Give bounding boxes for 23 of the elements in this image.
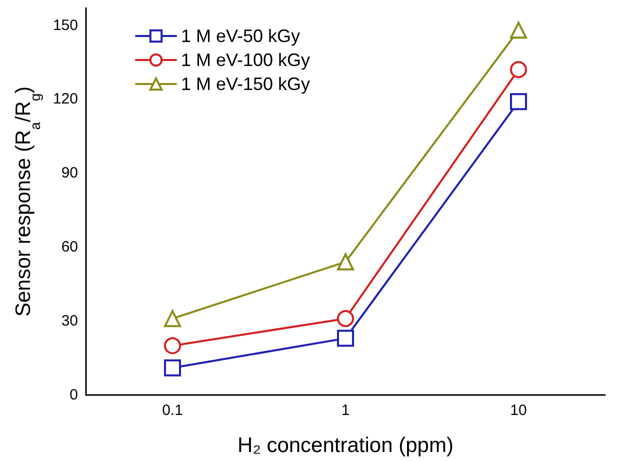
point [164,359,181,376]
y-tick-label: 30 [61,312,78,330]
point [510,93,527,110]
y-tick-label: 150 [52,16,78,34]
y-tick-label: 90 [61,164,78,182]
point [337,310,354,328]
point [337,253,354,270]
y-tick-label: 0 [70,386,78,404]
x-axis-title: H₂ concentration (ppm) [238,434,454,457]
x-tick-label: 10 [510,402,527,419]
point [510,22,527,39]
legend-label: 1 M eV-150 kGy [181,74,310,94]
x-tick-label: 0.1 [162,402,183,419]
y-axis-title: Sensor response (Ra/Rg) [12,86,44,317]
y-tick-label: 60 [61,238,78,256]
point [164,337,181,354]
point [510,61,527,78]
y-tick-label: 120 [52,90,78,108]
legend-label: 1 M eV-50 kGy [181,26,300,46]
point [164,310,181,328]
legend-label: 1 M eV-100 kGy [181,50,310,70]
point [337,330,354,347]
x-tick-label: 1 [341,402,350,419]
